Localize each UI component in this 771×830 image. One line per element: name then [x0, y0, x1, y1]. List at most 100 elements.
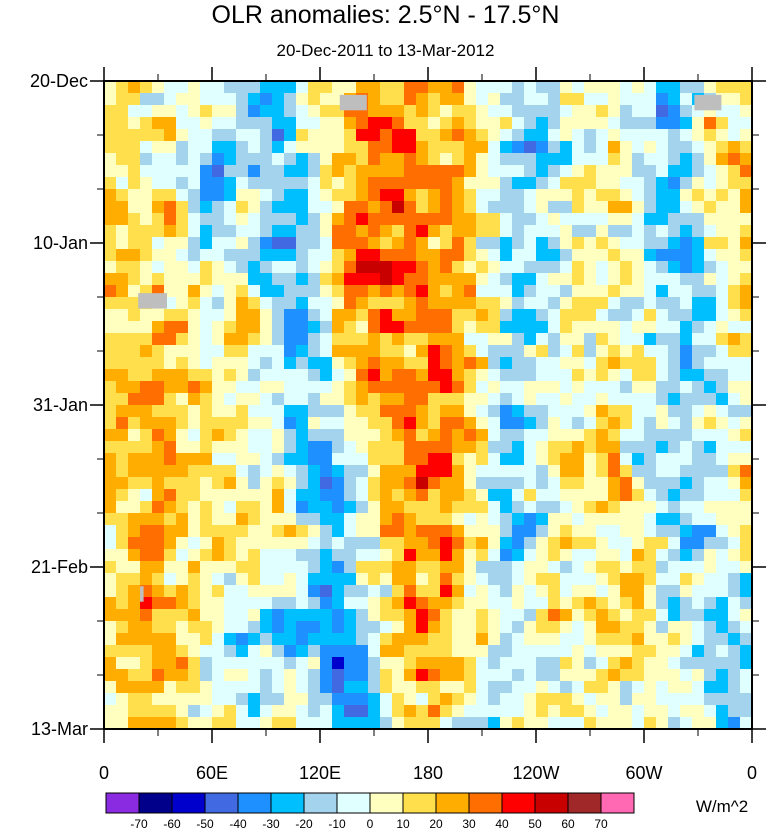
field-cell [584, 405, 597, 418]
field-cell [500, 669, 513, 682]
field-cell [464, 369, 477, 382]
field-cell [596, 489, 609, 502]
field-cell [608, 465, 621, 478]
field-cell [200, 489, 213, 502]
field-cell [608, 717, 621, 730]
field-cell [488, 297, 501, 310]
field-cell [392, 657, 405, 670]
field-cell [620, 237, 633, 250]
field-cell [404, 417, 417, 430]
field-cell [308, 165, 321, 178]
field-cell [320, 645, 333, 658]
field-cell [188, 417, 201, 430]
field-cell [620, 405, 633, 418]
field-cell [632, 285, 645, 298]
field-cell [260, 417, 273, 430]
field-cell [440, 717, 453, 730]
field-cell [272, 621, 285, 634]
field-cell [152, 477, 165, 490]
field-cell [176, 621, 189, 634]
field-cell [272, 657, 285, 670]
field-cell [476, 309, 489, 322]
field-cell [680, 333, 693, 346]
field-cell [308, 489, 321, 502]
field-cell [152, 633, 165, 646]
field-cell [452, 549, 465, 562]
field-cell [644, 261, 657, 274]
field-cell [716, 369, 729, 382]
field-cell [176, 153, 189, 166]
field-cell [488, 117, 501, 130]
field-cell [740, 381, 753, 394]
field-cell [104, 525, 117, 538]
field-cell [368, 549, 381, 562]
field-cell [128, 309, 141, 322]
field-cell [584, 225, 597, 238]
field-cell [584, 393, 597, 406]
field-cell [356, 501, 369, 514]
field-cell [632, 201, 645, 214]
field-cell [116, 285, 129, 298]
field-cell [560, 561, 573, 574]
field-cell [368, 441, 381, 454]
field-cell [740, 129, 753, 142]
field-cell [164, 297, 177, 310]
field-cell [440, 177, 453, 190]
field-cell [356, 297, 369, 310]
field-cell [356, 117, 369, 130]
field-cell [488, 453, 501, 466]
field-cell [728, 681, 741, 694]
field-cell [116, 585, 129, 598]
field-cell [212, 465, 225, 478]
field-cell [368, 669, 381, 682]
field-cell [656, 513, 669, 526]
field-cell [464, 501, 477, 514]
field-cell [404, 645, 417, 658]
field-cell [332, 657, 345, 670]
field-cell [344, 525, 357, 538]
field-cell [104, 537, 117, 550]
field-cell [644, 105, 657, 118]
field-cell [260, 273, 273, 286]
field-cell [572, 573, 585, 586]
field-cell [632, 213, 645, 226]
field-cell [560, 165, 573, 178]
field-cell [524, 309, 537, 322]
field-cell [464, 129, 477, 142]
field-cell [704, 261, 717, 274]
field-cell [704, 429, 717, 442]
field-cell [512, 609, 525, 622]
field-cell [668, 501, 681, 514]
field-cell [356, 465, 369, 478]
field-cell [632, 537, 645, 550]
field-cell [620, 225, 633, 238]
field-cell [668, 465, 681, 478]
field-cell [296, 645, 309, 658]
field-cell [548, 549, 561, 562]
field-cell [392, 129, 405, 142]
field-cell [452, 345, 465, 358]
field-cell [704, 249, 717, 262]
field-cell [260, 717, 273, 730]
field-cell [608, 321, 621, 334]
field-cell [284, 561, 297, 574]
field-cell [152, 177, 165, 190]
field-cell [620, 609, 633, 622]
field-cell [260, 489, 273, 502]
field-cell [320, 105, 333, 118]
field-cell [620, 477, 633, 490]
field-cell [548, 537, 561, 550]
field-cell [152, 141, 165, 154]
field-cell [560, 93, 573, 106]
field-cell [572, 645, 585, 658]
field-cell [428, 297, 441, 310]
field-cell [224, 609, 237, 622]
field-cell [224, 117, 237, 130]
field-cell [308, 129, 321, 142]
field-cell [740, 477, 753, 490]
field-cell [128, 321, 141, 334]
field-cell [716, 357, 729, 370]
field-cell [260, 633, 273, 646]
field-cell [212, 549, 225, 562]
field-cell [536, 489, 549, 502]
